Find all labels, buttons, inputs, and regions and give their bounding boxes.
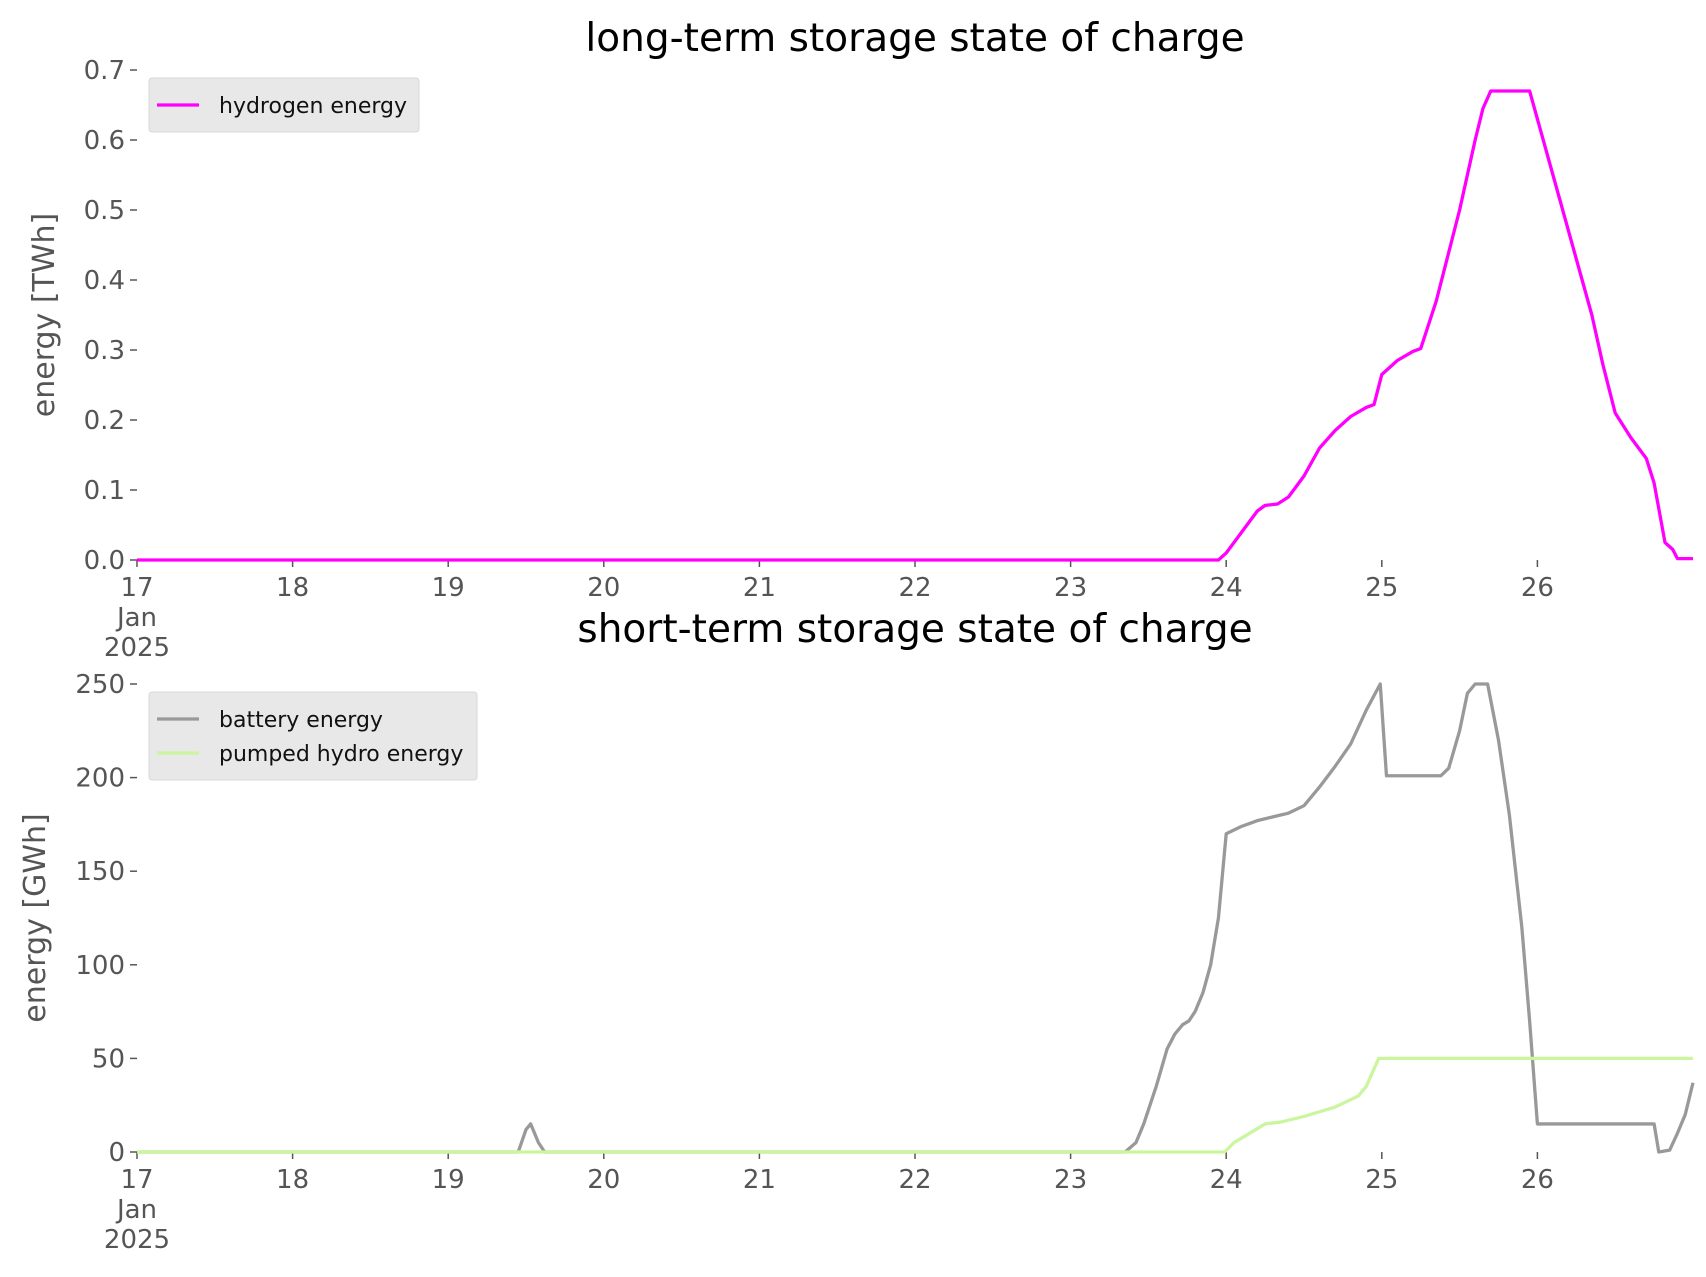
y-tick-label: 200 — [75, 764, 125, 794]
x-tick-label: 24 — [1210, 573, 1243, 603]
legend-label: hydrogen energy — [219, 94, 407, 119]
x-tick-label: 21 — [743, 573, 776, 603]
x-tick-label: 19 — [432, 573, 465, 603]
y-tick-label: 0.1 — [84, 476, 125, 506]
x-tick-label: 23 — [1054, 573, 1087, 603]
x-tick-label: 24 — [1210, 1165, 1243, 1195]
x-tick-label: 17 Jan 2025 — [104, 573, 170, 663]
y-tick-label: 250 — [75, 670, 125, 700]
x-tick-label: 21 — [743, 1165, 776, 1195]
x-tick-label: 26 — [1521, 1165, 1554, 1195]
legend-box — [148, 691, 478, 781]
legend-label: pumped hydro energy — [219, 742, 463, 767]
x-tick-label: 25 — [1365, 573, 1398, 603]
x-tick-label: 22 — [898, 1165, 931, 1195]
y-tick-label: 0 — [108, 1138, 125, 1168]
series-line — [137, 1056, 1693, 1154]
y-tick-label: 0.2 — [84, 406, 125, 436]
x-tick-label: 20 — [587, 573, 620, 603]
chart-title: short-term storage state of charge — [577, 607, 1252, 652]
x-tick-label: 22 — [898, 573, 931, 603]
y-tick-label: 50 — [92, 1044, 125, 1074]
y-tick-label: 0.0 — [84, 546, 125, 576]
y-tick-label: 0.5 — [84, 196, 125, 226]
y-tick-label: 0.6 — [84, 126, 125, 156]
series-line — [137, 89, 1693, 562]
x-tick-label: 18 — [276, 573, 309, 603]
chart-title: long-term storage state of charge — [585, 16, 1244, 61]
legend-label: battery energy — [219, 708, 383, 733]
y-tick-label: 100 — [75, 951, 125, 981]
legend-box — [148, 77, 420, 133]
y-axis-label: energy [GWh] — [18, 813, 53, 1022]
x-tick-label: 25 — [1365, 1165, 1398, 1195]
series-line — [137, 682, 1695, 1154]
y-tick-label: 150 — [75, 857, 125, 887]
x-tick-label: 19 — [432, 1165, 465, 1195]
x-tick-label: 17 Jan 2025 — [104, 1165, 170, 1255]
y-tick-label: 0.4 — [84, 266, 125, 296]
y-tick-label: 0.7 — [84, 56, 125, 86]
y-tick-label: 0.3 — [84, 336, 125, 366]
y-axis-label: energy [TWh] — [27, 213, 62, 417]
x-tick-label: 20 — [587, 1165, 620, 1195]
x-tick-label: 23 — [1054, 1165, 1087, 1195]
x-tick-label: 18 — [276, 1165, 309, 1195]
x-tick-label: 26 — [1521, 573, 1554, 603]
